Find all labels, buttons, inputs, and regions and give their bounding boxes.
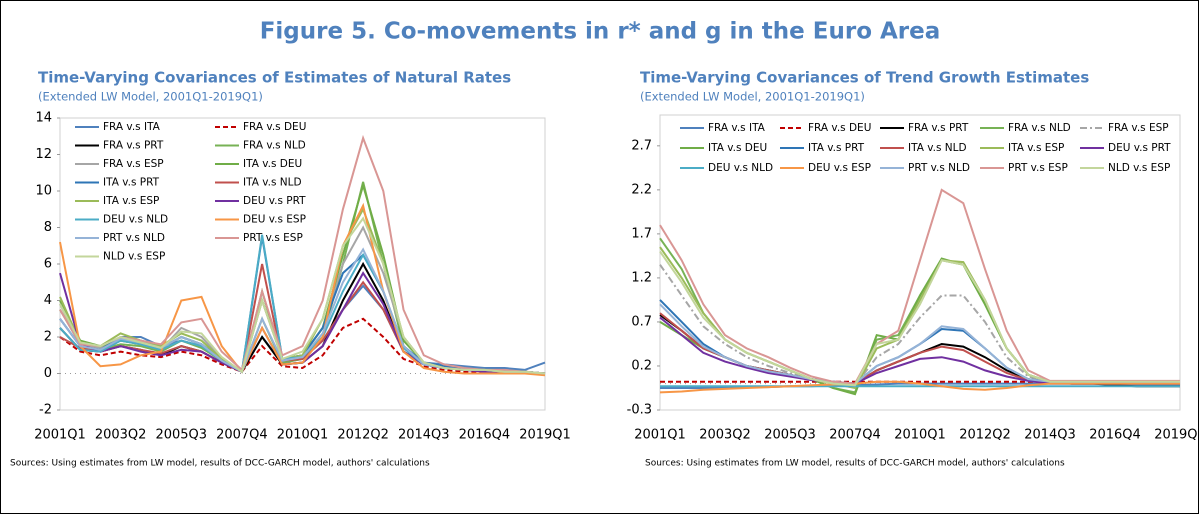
y-tick-label: 6: [44, 257, 52, 272]
y-tick-label: -0.3: [627, 403, 652, 418]
legend-label: NLD v.s ESP: [1108, 162, 1170, 174]
x-tick-label: 2016Q4: [1089, 428, 1141, 443]
legend-label: PRT v.s ESP: [1008, 162, 1068, 174]
legend-label: ITA v.s NLD: [908, 142, 967, 154]
x-tick-label: 2001Q1: [634, 428, 686, 443]
series-line: [659, 257, 1180, 396]
legend-label: NLD v.s ESP: [103, 251, 165, 263]
series-line: [59, 134, 546, 375]
plot-frame: [659, 114, 1181, 411]
y-tick-label: 12: [35, 147, 52, 162]
legend-label: FRA v.s ESP: [103, 158, 164, 170]
legend-label: ITA v.s ESP: [103, 195, 159, 207]
y-tick-label: 14: [35, 111, 52, 126]
x-tick-label: 2005Q3: [764, 428, 816, 443]
x-tick-label: 2019Q1: [1154, 428, 1199, 443]
y-tick-label: 0: [44, 366, 52, 381]
x-tick-label: 2010Q1: [894, 428, 946, 443]
y-tick-label: 2: [44, 330, 52, 345]
legend-label: DEU v.s ESP: [243, 214, 306, 226]
legend-label: DEU v.s NLD: [103, 214, 168, 226]
chart-title: Time-Varying Covariances of Estimates of…: [38, 69, 511, 87]
figure-title: Figure 5. Co-movements in r* and g in th…: [260, 19, 941, 45]
series-line: [59, 216, 546, 375]
chart-subtitle: (Extended LW Model, 2001Q1-2019Q1): [38, 90, 263, 104]
chart-title: Time-Varying Covariances of Trend Growth…: [640, 69, 1089, 87]
x-tick-label: 2007Q4: [829, 428, 881, 443]
x-tick-label: 2016Q4: [459, 428, 511, 443]
x-tick-label: 2001Q1: [34, 428, 86, 443]
x-tick-label: 2007Q4: [216, 428, 268, 443]
x-tick-label: 2005Q3: [155, 428, 207, 443]
legend-label: DEU v.s PRT: [1108, 142, 1171, 154]
legend-label: ITA v.s ESP: [1008, 142, 1064, 154]
source-note: Sources: Using estimates from LW model, …: [10, 459, 430, 469]
legend-label: DEU v.s PRT: [243, 195, 306, 207]
legend-label: ITA v.s NLD: [243, 177, 302, 189]
series-line: [659, 380, 1180, 394]
y-tick-label: 10: [35, 184, 52, 199]
legend-label: FRA v.s PRT: [103, 140, 164, 152]
x-tick-label: 2003Q2: [699, 428, 751, 443]
series-line: [659, 188, 1180, 385]
y-tick-label: 0.2: [631, 358, 652, 373]
legend-label: FRA v.s NLD: [1008, 122, 1071, 134]
legend-label: ITA v.s DEU: [708, 142, 767, 154]
series-line: [659, 250, 1180, 387]
y-tick-label: 2.7: [631, 138, 652, 153]
y-tick-label: 2.2: [631, 182, 652, 197]
y-tick-label: 1.2: [631, 270, 652, 285]
legend-label: FRA v.s ITA: [708, 122, 766, 134]
y-tick-label: 8: [44, 220, 52, 235]
chart-subtitle: (Extended LW Model, 2001Q1-2019Q1): [640, 90, 865, 104]
legend-label: DEU v.s NLD: [708, 162, 773, 174]
series-line: [659, 314, 1180, 388]
x-tick-label: 2019Q1: [519, 428, 571, 443]
legend-label: ITA v.s PRT: [103, 177, 160, 189]
series-line: [659, 264, 1180, 387]
y-tick-label: 0.7: [631, 314, 652, 329]
legend-label: FRA v.s ESP: [1108, 122, 1169, 134]
series-line: [59, 317, 546, 375]
series-line: [659, 299, 1180, 385]
legend-label: ITA v.s DEU: [243, 158, 302, 170]
series-line: [659, 316, 1180, 385]
x-tick-label: 2014Q3: [1024, 428, 1076, 443]
x-tick-label: 2010Q1: [277, 428, 329, 443]
y-tick-label: 1.7: [631, 226, 652, 241]
x-tick-label: 2012Q2: [959, 428, 1011, 443]
legend-label: PRT v.s NLD: [908, 162, 970, 174]
series-line: [59, 202, 546, 377]
legend-label: PRT v.s ESP: [243, 232, 303, 244]
legend-label: FRA v.s ITA: [103, 121, 161, 133]
legend-label: DEU v.s ESP: [808, 162, 871, 174]
legend-label: FRA v.s PRT: [908, 122, 969, 134]
source-note: Sources: Using estimates from LW model, …: [645, 459, 1065, 469]
legend-label: FRA v.s DEU: [243, 121, 306, 133]
y-tick-label: -2: [39, 403, 52, 418]
legend-label: FRA v.s DEU: [808, 122, 871, 134]
x-tick-label: 2014Q3: [398, 428, 450, 443]
legend-label: ITA v.s PRT: [808, 142, 865, 154]
legend-label: PRT v.s NLD: [103, 232, 165, 244]
x-tick-label: 2003Q2: [95, 428, 147, 443]
legend-label: FRA v.s NLD: [243, 140, 306, 152]
x-tick-label: 2012Q2: [337, 428, 389, 443]
y-tick-label: 4: [44, 293, 52, 308]
